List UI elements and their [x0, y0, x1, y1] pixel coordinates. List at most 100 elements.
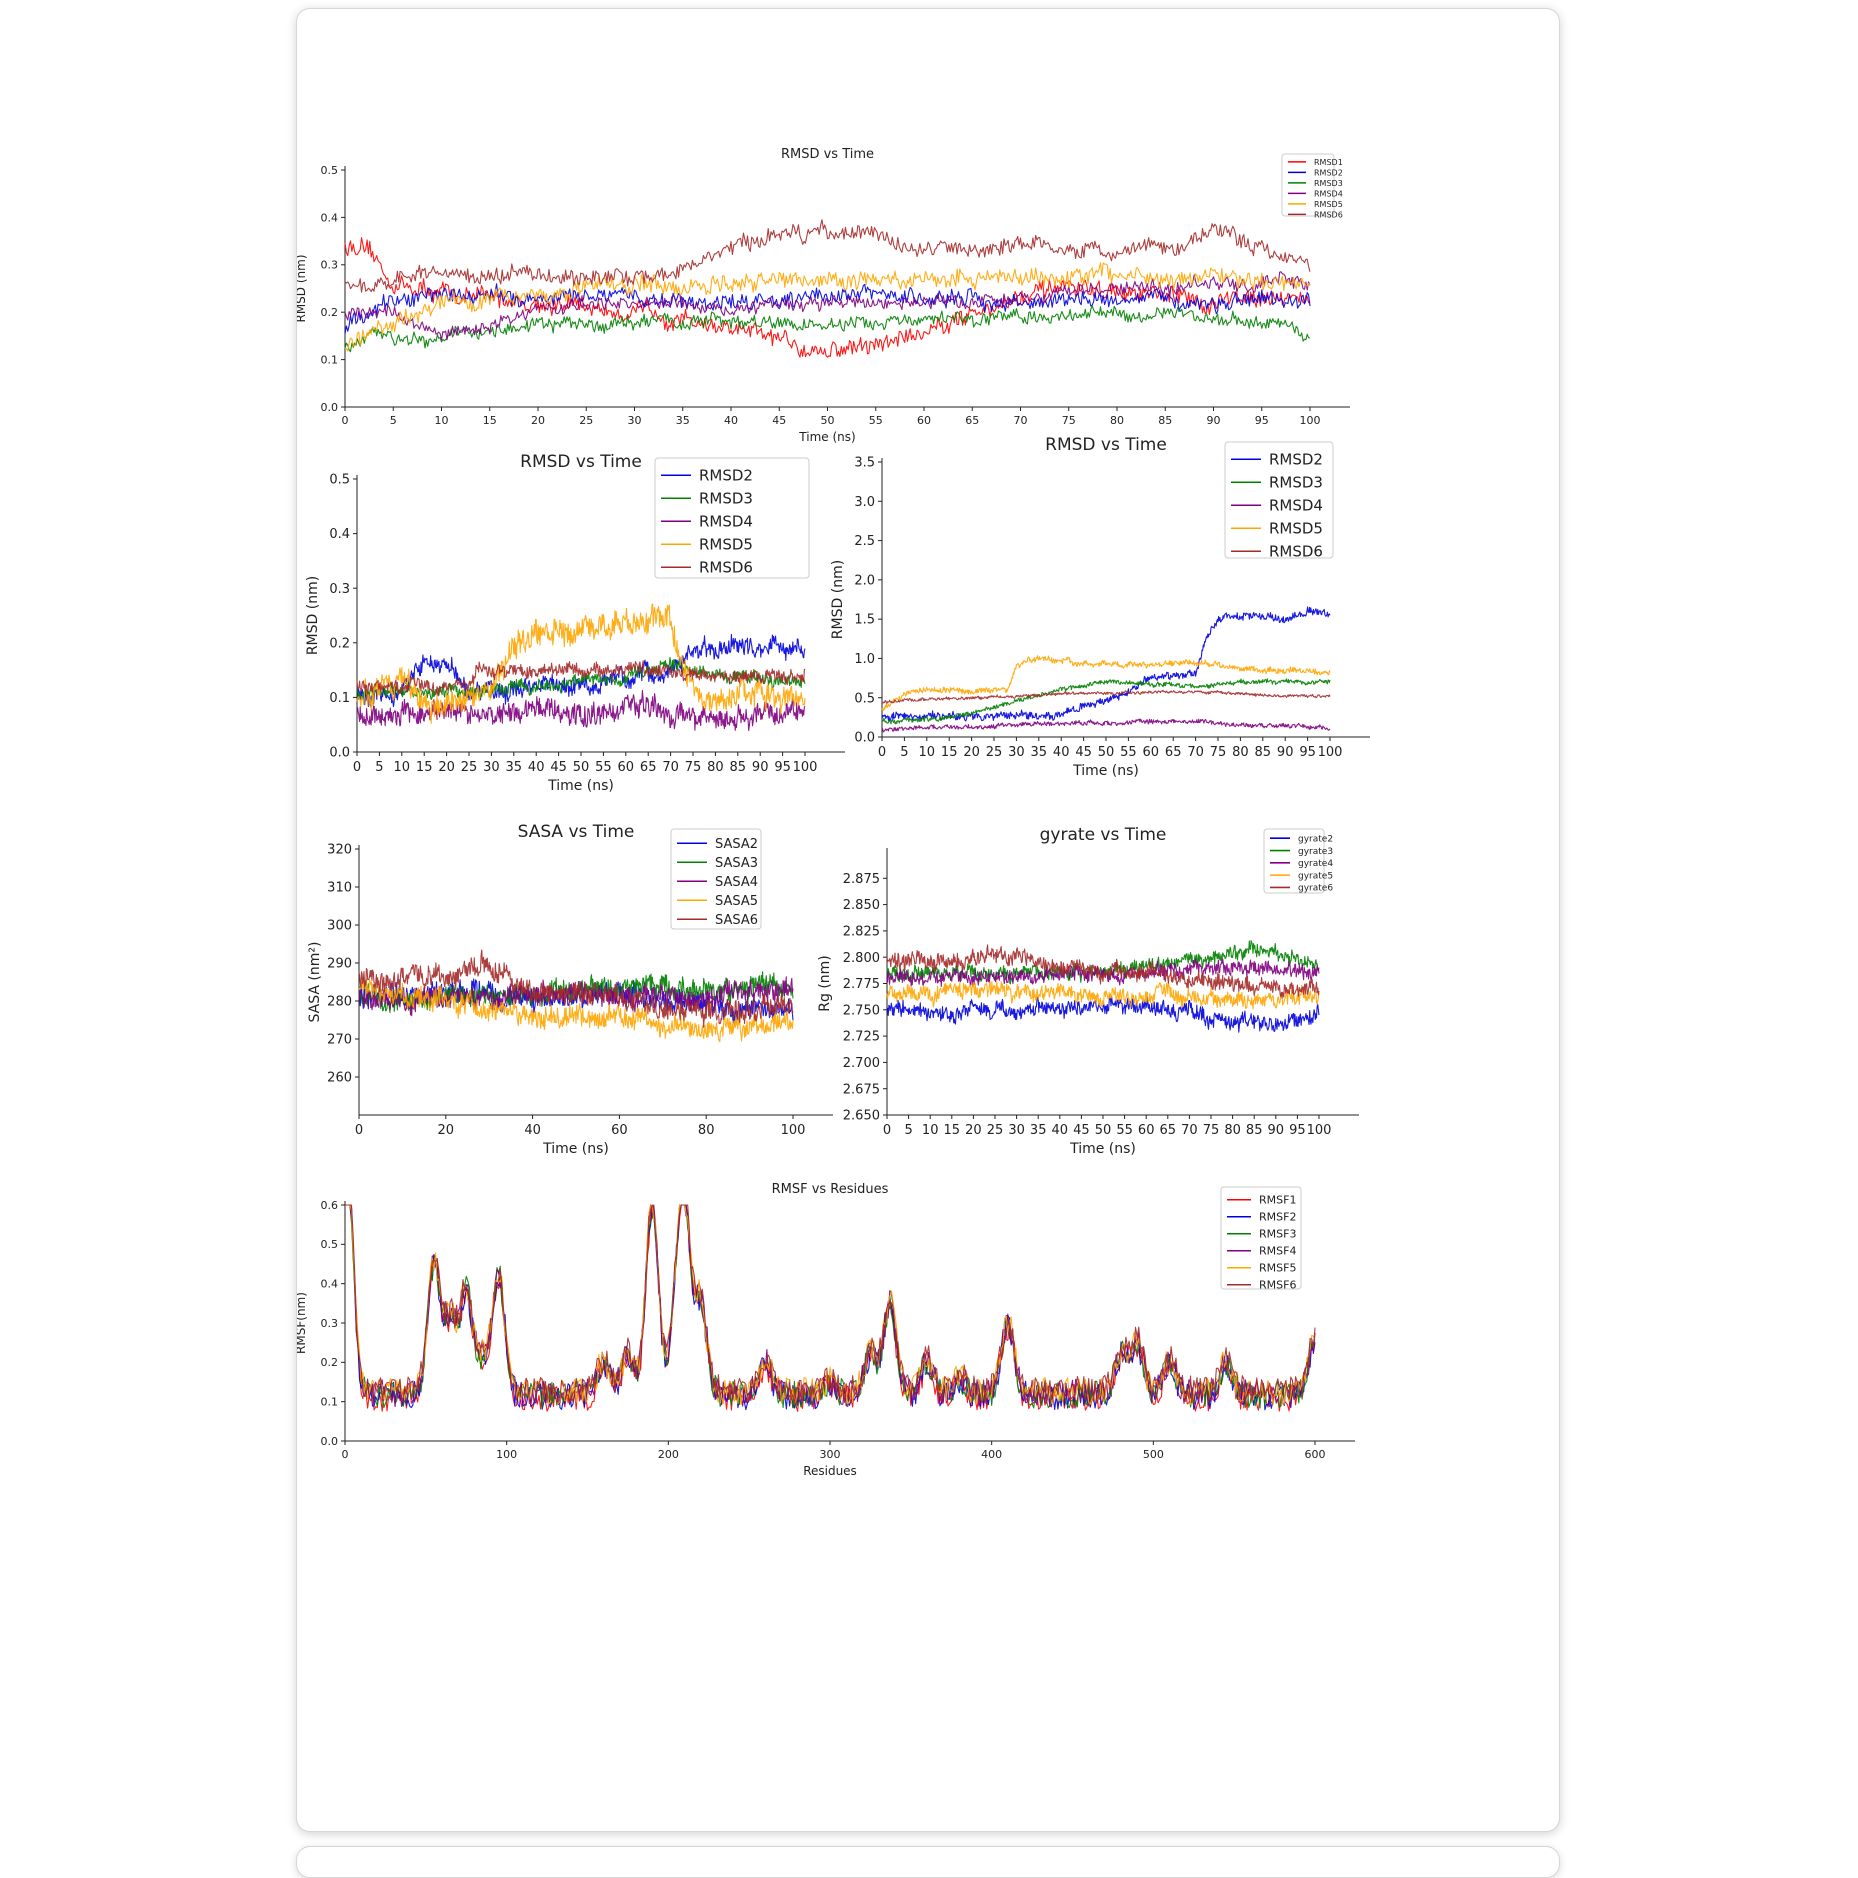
chart-rmsd-all: 0 5 10 15 20 25 30 35 40 45 50 55 60 65 70 75 80 85 90 95 10… [294, 147, 1350, 444]
x-tick-label: 600 [1305, 1448, 1326, 1461]
x-tick-label: 75 [1062, 414, 1076, 427]
x-tick-label: 60 [611, 1123, 628, 1138]
series-line-RMSD5 [881, 655, 1331, 712]
y-tick-label: 0.4 [321, 211, 339, 224]
legend-label: RMSF6 [1259, 1279, 1296, 1292]
series-line-RMSD6 [881, 689, 1331, 704]
y-tick-label: 2.800 [843, 951, 880, 966]
series-line-RMSD5 [356, 603, 806, 724]
x-tick-label: 70 [662, 760, 679, 775]
y-tick-label: 2.850 [843, 898, 880, 913]
legend-rmsd-b: RMSD2 RMSD3 RMSD4 RMSD5 RMSD6 [654, 457, 810, 579]
legend-label: gyrate4 [1298, 859, 1333, 869]
legend-label: RMSD1 [1314, 158, 1343, 167]
legend-label: SASA6 [715, 913, 758, 928]
legend-label: RMSD5 [1269, 520, 1323, 538]
legend-frame [654, 457, 810, 579]
legend-label: RMSD2 [1269, 451, 1323, 469]
y-tick-label: 2.875 [843, 872, 880, 887]
x-axis-label: Time (ns) [542, 1141, 609, 1157]
x-tick-label: 95 [1289, 1123, 1306, 1138]
y-tick-label: 260 [327, 1071, 352, 1086]
y-tick-label: 2.775 [843, 977, 880, 992]
x-tick-label: 80 [1224, 1123, 1241, 1138]
x-tick-label: 15 [483, 414, 497, 427]
x-tick-label: 55 [1116, 1123, 1133, 1138]
chart-title: RMSD vs Time [520, 452, 642, 472]
series-line-RMSD6 [356, 660, 806, 697]
x-tick-label: 85 [1246, 1123, 1263, 1138]
axes-gyrate [883, 848, 1359, 1119]
y-tick-label: 0.1 [321, 1396, 339, 1409]
x-tick-label: 45 [550, 760, 567, 775]
x-tick-label: 20 [438, 760, 455, 775]
legend-label: SASA4 [715, 875, 758, 890]
legend-label: RMSD5 [1314, 200, 1343, 209]
legend-label: gyrate5 [1298, 871, 1333, 881]
series-line-RMSF6 [345, 1204, 1316, 1405]
x-tick-label: 20 [531, 414, 545, 427]
x-tick-label: 100 [793, 760, 818, 775]
legend-label: RMSD3 [1314, 179, 1343, 188]
series-line-gyrate2 [886, 995, 1320, 1033]
chart-title: RMSF vs Residues [772, 1182, 889, 1197]
legend-label: RMSD3 [699, 490, 753, 508]
plot-area-gyrate [886, 940, 1320, 1033]
figure-panel: 0 5 10 15 20 25 30 35 40 45 50 55 60 65 70 75 80 85 90 95 10… [294, 147, 1370, 1478]
x-tick-label: 60 [1143, 745, 1160, 760]
x-tick-label: 50 [573, 760, 590, 775]
series-line-gyrate6 [886, 944, 1320, 999]
legend-gyrate: gyrate2 gyrate3 gyrate4 gyrate5 gyrate6 [1263, 828, 1333, 894]
x-tick-label: 100 [781, 1123, 806, 1138]
y-tick-label: 0.6 [321, 1199, 339, 1212]
y-tick-label: 320 [327, 843, 352, 858]
x-tick-label: 35 [506, 760, 523, 775]
x-tick-label: 100 [1318, 745, 1343, 760]
x-tick-label: 50 [821, 414, 835, 427]
series-line-SASA6 [358, 949, 794, 1029]
chart-rmsf: 0 100 200 300 400 500 600 0.0 0.1 0.2 0.3 0.4 0.5 0.6… [294, 1182, 1355, 1478]
y-tick-label: 2.0 [854, 573, 875, 588]
axes-rmsd-b [353, 475, 845, 756]
x-tick-label: 80 [698, 1123, 715, 1138]
legend-label: RMSF2 [1259, 1211, 1296, 1224]
x-tick-label: 10 [922, 1123, 939, 1138]
x-tick-label: 75 [1203, 1123, 1220, 1138]
x-tick-label: 85 [1158, 414, 1172, 427]
legend-label: RMSF1 [1259, 1194, 1296, 1207]
series-line-RMSD3 [881, 678, 1331, 725]
legend-label: RMSD4 [699, 513, 753, 531]
axes-rmsd-all [341, 166, 1350, 411]
y-tick-label: 2.750 [843, 1003, 880, 1018]
x-tick-label: 65 [1165, 745, 1182, 760]
x-tick-label: 70 [1187, 745, 1204, 760]
x-tick-label: 80 [1110, 414, 1124, 427]
x-tick-label: 20 [965, 1123, 982, 1138]
x-tick-label: 100 [1307, 1123, 1332, 1138]
legend-frame [1263, 828, 1325, 894]
y-tick-label: 2.5 [854, 534, 875, 549]
x-tick-label: 300 [820, 1448, 841, 1461]
legend-label: gyrate3 [1298, 847, 1333, 857]
x-tick-label: 35 [1031, 745, 1048, 760]
x-tick-label: 40 [724, 414, 738, 427]
x-tick-label: 25 [579, 414, 593, 427]
y-tick-label: 290 [327, 957, 352, 972]
legend-label: RMSD5 [699, 536, 753, 554]
y-tick-label: 2.675 [843, 1082, 880, 1097]
y-tick-label: 0.2 [329, 636, 350, 651]
x-tick-label: 80 [1232, 745, 1249, 760]
x-tick-label: 5 [390, 414, 397, 427]
y-tick-label: 3.0 [854, 495, 875, 510]
x-tick-label: 400 [981, 1448, 1002, 1461]
x-tick-label: 95 [1255, 414, 1269, 427]
series-line-RMSD6 [344, 219, 1311, 293]
x-tick-label: 10 [435, 414, 449, 427]
legend-label: RMSD3 [1269, 474, 1323, 492]
x-tick-label: 30 [1008, 1123, 1025, 1138]
x-tick-label: 90 [1207, 414, 1221, 427]
x-tick-label: 0 [355, 1123, 363, 1138]
x-tick-label: 30 [628, 414, 642, 427]
x-tick-label: 15 [944, 1123, 961, 1138]
y-tick-label: 0.5 [329, 473, 350, 488]
